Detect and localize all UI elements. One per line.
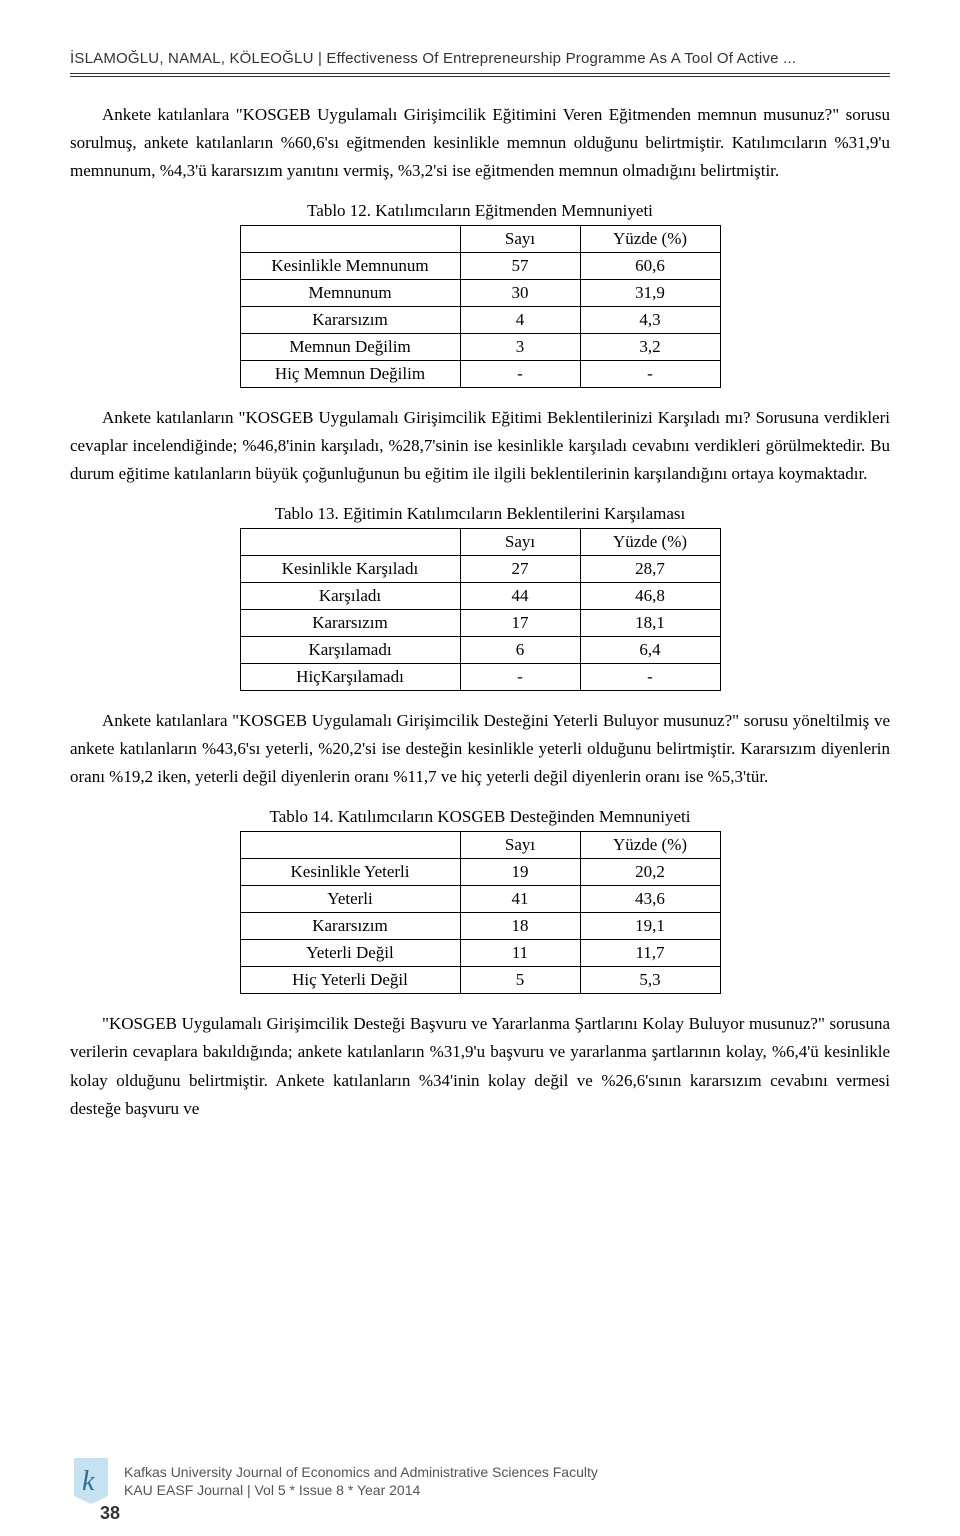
- page-number: 38: [100, 1503, 120, 1524]
- table-cell: 46,8: [580, 583, 720, 610]
- table-14: SayıYüzde (%)Kesinlikle Yeterli1920,2Yet…: [240, 831, 721, 994]
- table-cell: 3: [460, 334, 580, 361]
- table-cell: 11: [460, 940, 580, 967]
- footer-line-2: KAU EASF Journal | Vol 5 * Issue 8 * Yea…: [124, 1481, 598, 1499]
- table-cell: Memnun Değilim: [240, 334, 460, 361]
- table-cell: 41: [460, 886, 580, 913]
- table-14-caption: Tablo 14. Katılımcıların KOSGEB Desteğin…: [70, 807, 890, 827]
- paragraph-4: "KOSGEB Uygulamalı Girişimcilik Desteği …: [70, 1010, 890, 1122]
- table-header-cell: Sayı: [460, 529, 580, 556]
- table-row: Karşılamadı66,4: [240, 637, 720, 664]
- table-12: SayıYüzde (%)Kesinlikle Memnunum5760,6Me…: [240, 225, 721, 388]
- table-cell: 20,2: [580, 859, 720, 886]
- table-cell: 4: [460, 307, 580, 334]
- table-cell: 19,1: [580, 913, 720, 940]
- table-cell: Hiç Yeterli Değil: [240, 967, 460, 994]
- table-cell: Karşıladı: [240, 583, 460, 610]
- footer-text: Kafkas University Journal of Economics a…: [124, 1463, 598, 1499]
- table-13: SayıYüzde (%)Kesinlikle Karşıladı2728,7K…: [240, 528, 721, 691]
- table-header-cell: Yüzde (%): [580, 226, 720, 253]
- table-cell: 44: [460, 583, 580, 610]
- table-cell: 3,2: [580, 334, 720, 361]
- table-cell: 28,7: [580, 556, 720, 583]
- table-row: Kararsızım44,3: [240, 307, 720, 334]
- table-row: Hiç Memnun Değilim--: [240, 361, 720, 388]
- table-cell: Yeterli Değil: [240, 940, 460, 967]
- table-cell: Memnunum: [240, 280, 460, 307]
- table-header-cell: [240, 832, 460, 859]
- table-cell: 4,3: [580, 307, 720, 334]
- table-cell: Hiç Memnun Değilim: [240, 361, 460, 388]
- table-cell: 31,9: [580, 280, 720, 307]
- table-cell: Yeterli: [240, 886, 460, 913]
- table-cell: Kesinlikle Memnunum: [240, 253, 460, 280]
- table-12-caption: Tablo 12. Katılımcıların Eğitmenden Memn…: [70, 201, 890, 221]
- table-cell: -: [460, 664, 580, 691]
- table-header-cell: Sayı: [460, 832, 580, 859]
- running-header: İSLAMOĞLU, NAMAL, KÖLEOĞLU | Effectivene…: [70, 50, 890, 77]
- paragraph-2: Ankete katılanların "KOSGEB Uygulamalı G…: [70, 404, 890, 488]
- table-cell: 5: [460, 967, 580, 994]
- table-cell: 19: [460, 859, 580, 886]
- table-row: Karşıladı4446,8: [240, 583, 720, 610]
- table-cell: 5,3: [580, 967, 720, 994]
- page-footer: k Kafkas University Journal of Economics…: [70, 1456, 890, 1506]
- table-cell: 30: [460, 280, 580, 307]
- table-row: Kararsızım1718,1: [240, 610, 720, 637]
- table-cell: 18: [460, 913, 580, 940]
- table-cell: 60,6: [580, 253, 720, 280]
- table-row: Kesinlikle Karşıladı2728,7: [240, 556, 720, 583]
- table-row: Yeterli4143,6: [240, 886, 720, 913]
- table-row: Kesinlikle Yeterli1920,2: [240, 859, 720, 886]
- table-cell: Kararsızım: [240, 307, 460, 334]
- table-cell: 18,1: [580, 610, 720, 637]
- table-row: Kesinlikle Memnunum5760,6: [240, 253, 720, 280]
- table-cell: 57: [460, 253, 580, 280]
- table-header-cell: [240, 226, 460, 253]
- table-cell: Kesinlikle Karşıladı: [240, 556, 460, 583]
- table-row: Yeterli Değil1111,7: [240, 940, 720, 967]
- table-cell: Kararsızım: [240, 610, 460, 637]
- table-cell: -: [460, 361, 580, 388]
- table-13-caption: Tablo 13. Eğitimin Katılımcıların Beklen…: [70, 504, 890, 524]
- table-header-cell: [240, 529, 460, 556]
- table-cell: 43,6: [580, 886, 720, 913]
- table-cell: Kararsızım: [240, 913, 460, 940]
- table-cell: HiçKarşılamadı: [240, 664, 460, 691]
- table-header-cell: Yüzde (%): [580, 832, 720, 859]
- table-cell: 6,4: [580, 637, 720, 664]
- table-cell: Kesinlikle Yeterli: [240, 859, 460, 886]
- svg-text:k: k: [82, 1466, 95, 1497]
- table-row: Kararsızım1819,1: [240, 913, 720, 940]
- table-row: HiçKarşılamadı--: [240, 664, 720, 691]
- table-header-cell: Yüzde (%): [580, 529, 720, 556]
- table-cell: 6: [460, 637, 580, 664]
- journal-logo-icon: k: [70, 1456, 112, 1506]
- footer-line-1: Kafkas University Journal of Economics a…: [124, 1463, 598, 1481]
- paragraph-1: Ankete katılanlara "KOSGEB Uygulamalı Gi…: [70, 101, 890, 185]
- table-cell: -: [580, 664, 720, 691]
- table-cell: 17: [460, 610, 580, 637]
- table-cell: -: [580, 361, 720, 388]
- table-row: Hiç Yeterli Değil55,3: [240, 967, 720, 994]
- paragraph-3: Ankete katılanlara "KOSGEB Uygulamalı Gi…: [70, 707, 890, 791]
- table-header-cell: Sayı: [460, 226, 580, 253]
- table-cell: 11,7: [580, 940, 720, 967]
- table-row: Memnun Değilim33,2: [240, 334, 720, 361]
- table-cell: Karşılamadı: [240, 637, 460, 664]
- table-row: Memnunum3031,9: [240, 280, 720, 307]
- table-cell: 27: [460, 556, 580, 583]
